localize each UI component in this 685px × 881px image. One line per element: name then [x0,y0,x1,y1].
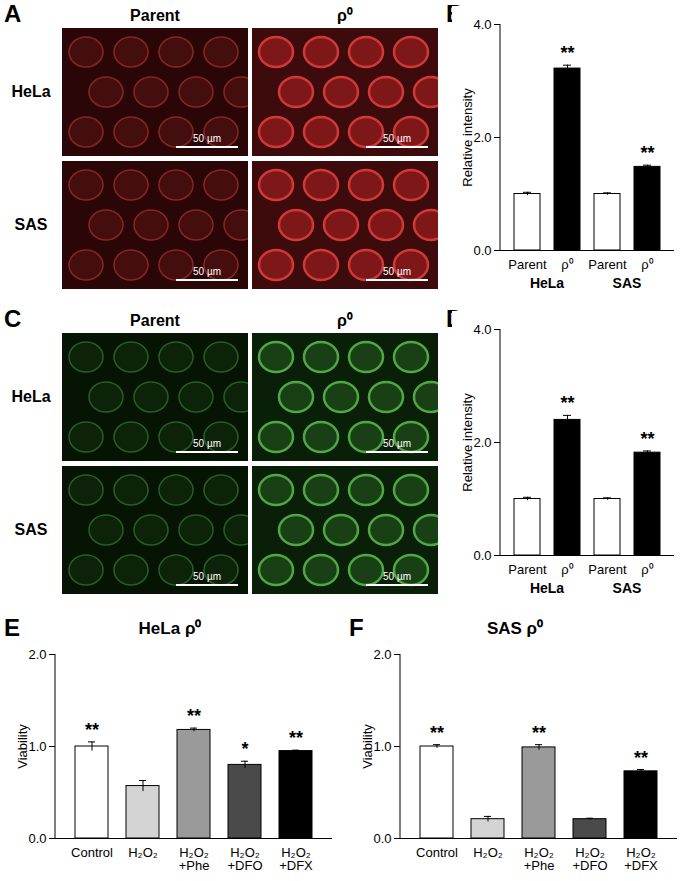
svg-text:H₂O₂+Phe: H₂O₂+Phe [179,845,210,873]
html-text:E: E [4,614,20,641]
svg-text:0.0: 0.0 [473,243,491,258]
svg-text:Viability: Viability [360,724,375,769]
svg-text:SAS: SAS [15,216,48,233]
svg-text:2.0: 2.0 [473,130,491,145]
svg-text:H₂O₂+DFX: H₂O₂+DFX [624,845,658,873]
svg-text:2.0: 2.0 [28,647,46,662]
svg-text:H₂O₂+DFX: H₂O₂+DFX [279,845,313,873]
svg-text:**: ** [640,143,654,163]
svg-text:**: ** [560,43,574,63]
svg-text:H₂O₂: H₂O₂ [473,845,503,860]
svg-text:HeLa: HeLa [11,83,50,100]
svg-text:2.0: 2.0 [473,435,491,450]
svg-text:ρ⁰: ρ⁰ [337,312,353,329]
html-text:SAS: SAS [612,275,642,291]
svg-text:1.0: 1.0 [28,739,46,754]
svg-text:**: ** [560,393,574,413]
svg-text:50 µm: 50 µm [193,438,221,449]
svg-text:0.0: 0.0 [473,548,491,563]
svg-text:**: ** [187,706,201,726]
svg-text:**: ** [430,723,444,743]
svg-text:ρ⁰: ρ⁰ [337,7,353,24]
svg-text:Control: Control [71,845,113,860]
svg-text:Parent: Parent [508,562,547,577]
svg-text:H₂O₂+Phe: H₂O₂+Phe [524,845,555,873]
svg-text:Parent: Parent [508,257,547,272]
svg-text:Parent: Parent [588,562,627,577]
svg-text:Relative intensity: Relative intensity [460,88,475,187]
svg-text:ρ⁰: ρ⁰ [641,562,653,577]
svg-text:50 µm: 50 µm [383,133,411,144]
svg-text:ρ⁰: ρ⁰ [561,257,573,272]
svg-text:HeLa: HeLa [11,388,50,405]
svg-text:H₂O₂+DFO: H₂O₂+DFO [572,845,607,873]
svg-text:50 µm: 50 µm [383,571,411,582]
svg-text:Viability: Viability [15,724,30,769]
svg-text:Parent: Parent [130,312,180,329]
svg-text:**: ** [634,748,648,768]
svg-text:**: ** [289,728,303,748]
svg-text:50 µm: 50 µm [383,438,411,449]
svg-text:Parent: Parent [130,7,180,24]
svg-text:0.0: 0.0 [28,831,46,846]
svg-text:ρ⁰: ρ⁰ [641,257,653,272]
html-text:B: B [446,0,464,27]
html-text:SAS ρ⁰: SAS ρ⁰ [486,619,544,638]
svg-text:2.0: 2.0 [373,647,391,662]
html-text:HeLa: HeLa [529,580,565,596]
svg-text:SAS: SAS [15,521,48,538]
svg-text:0.0: 0.0 [373,831,391,846]
svg-text:1.0: 1.0 [373,739,391,754]
html-text:HeLa ρ⁰: HeLa ρ⁰ [138,619,202,638]
svg-text:4.0: 4.0 [473,322,491,337]
svg-text:**: ** [640,429,654,449]
svg-text:C: C [4,305,21,332]
html-text:F: F [349,614,364,641]
svg-text:50 µm: 50 µm [193,266,221,277]
svg-text:H₂O₂: H₂O₂ [128,845,158,860]
svg-text:ρ⁰: ρ⁰ [561,562,573,577]
html-text:SAS: SAS [612,580,642,596]
svg-text:**: ** [85,720,99,740]
html-text:HeLa: HeLa [529,275,565,291]
svg-text:4.0: 4.0 [473,17,491,32]
svg-text:50 µm: 50 µm [193,133,221,144]
svg-text:50 µm: 50 µm [193,571,221,582]
svg-text:Control: Control [416,845,458,860]
html-text:D: D [446,305,464,332]
svg-text:**: ** [532,723,546,743]
svg-text:*: * [241,739,248,759]
svg-text:Relative intensity: Relative intensity [460,393,475,492]
svg-text:H₂O₂+DFO: H₂O₂+DFO [227,845,262,873]
svg-text:50 µm: 50 µm [383,266,411,277]
svg-text:Parent: Parent [588,257,627,272]
svg-text:A: A [4,0,21,27]
